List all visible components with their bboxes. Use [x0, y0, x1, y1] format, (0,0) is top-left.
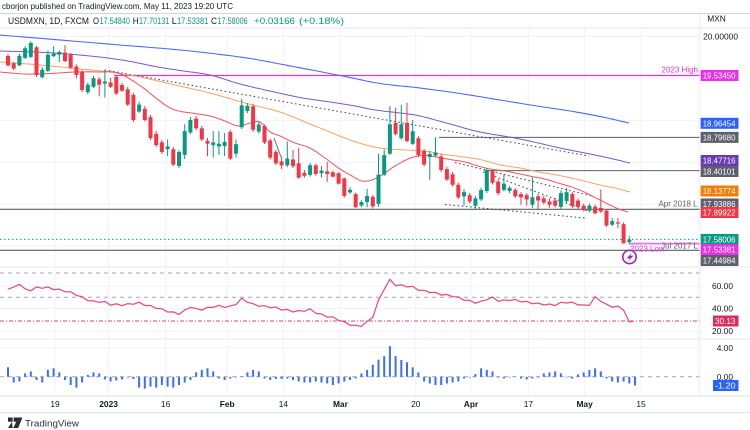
svg-text:60.00: 60.00	[712, 281, 733, 291]
svg-text:Apr 2018 L: Apr 2018 L	[658, 199, 698, 208]
svg-text:(+0.18%): (+0.18%)	[299, 16, 344, 26]
svg-text:4.00: 4.00	[717, 343, 734, 353]
svg-text:MXN: MXN	[707, 14, 726, 24]
svg-text:+0.03166: +0.03166	[254, 16, 295, 26]
svg-text:USDMXN, 1D, FXCM: USDMXN, 1D, FXCM	[8, 16, 89, 26]
svg-text:17.58006: 17.58006	[218, 16, 248, 26]
svg-text:-1.20: -1.20	[715, 381, 736, 391]
svg-text:Apr: Apr	[464, 399, 479, 409]
svg-text:19: 19	[50, 399, 60, 409]
svg-text:18.96454: 18.96454	[703, 118, 736, 128]
svg-text:C: C	[211, 16, 217, 26]
svg-text:16: 16	[161, 399, 171, 409]
svg-text:17.70131: 17.70131	[139, 16, 169, 26]
svg-text:18.47716: 18.47716	[703, 156, 736, 166]
svg-text:2023 High: 2023 High	[662, 66, 698, 75]
svg-text:Mar: Mar	[333, 399, 349, 409]
svg-text:May: May	[576, 399, 593, 409]
svg-text:17.44984: 17.44984	[703, 256, 736, 266]
svg-text:20.00: 20.00	[712, 326, 733, 336]
svg-text:20: 20	[411, 399, 421, 409]
svg-text:2023: 2023	[99, 399, 118, 409]
svg-text:15: 15	[636, 399, 646, 409]
svg-text:17.93886: 17.93886	[703, 199, 736, 209]
svg-text:17.53381: 17.53381	[177, 16, 208, 26]
svg-text:17: 17	[524, 399, 534, 409]
svg-text:2023 Low: 2023 Low	[630, 245, 665, 254]
svg-text:30.13: 30.13	[715, 316, 736, 326]
svg-text:17.58006: 17.58006	[703, 234, 736, 244]
svg-text:20.00000: 20.00000	[703, 32, 738, 42]
svg-text:17.54840: 17.54840	[100, 16, 131, 26]
svg-text:cborjon published on TradingVi: cborjon published on TradingView.com, Ma…	[2, 2, 233, 11]
svg-text:40.00: 40.00	[712, 304, 733, 314]
svg-text:19.53450: 19.53450	[703, 71, 736, 81]
svg-text:18.13774: 18.13774	[703, 186, 736, 196]
svg-text:17.53381: 17.53381	[703, 245, 736, 255]
svg-text:18.40101: 18.40101	[703, 167, 736, 177]
svg-text:14: 14	[279, 399, 289, 409]
svg-text:0.00: 0.00	[717, 372, 734, 382]
svg-text:Feb: Feb	[220, 399, 235, 409]
svg-text:Jul 2017 L: Jul 2017 L	[661, 241, 698, 250]
svg-text:O: O	[93, 16, 99, 26]
svg-text:H: H	[133, 16, 139, 26]
svg-text:18.79680: 18.79680	[703, 132, 736, 142]
svg-text:L: L	[172, 16, 177, 26]
svg-text:TradingView: TradingView	[25, 419, 79, 430]
svg-text:17.89922: 17.89922	[703, 208, 736, 218]
